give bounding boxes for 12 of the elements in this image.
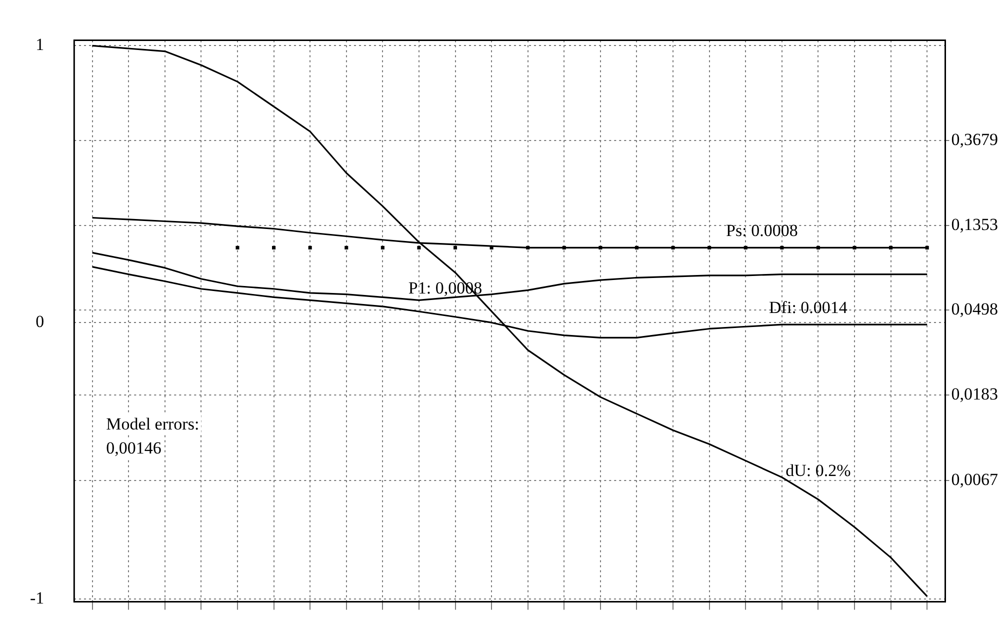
y2-tick-label: 0,1353	[951, 214, 998, 234]
y-tick-label: -1	[30, 588, 44, 608]
series-label: Dfi: 0.0014	[769, 298, 848, 318]
series-label: dU: 0.2%	[786, 460, 851, 480]
y-tick-label: 0	[36, 312, 44, 331]
y2-tick-label: 0,0498	[951, 300, 998, 319]
y-tick-label: 1	[36, 35, 44, 54]
y2-tick-label: 0,0067	[951, 470, 998, 489]
y2-tick-label: 0,0183	[951, 384, 998, 404]
annotation: Model errors: 0,00146	[106, 414, 200, 458]
series-label: Ps: 0.0008	[726, 221, 798, 240]
y2-tick-label: 0,3679	[951, 130, 998, 149]
